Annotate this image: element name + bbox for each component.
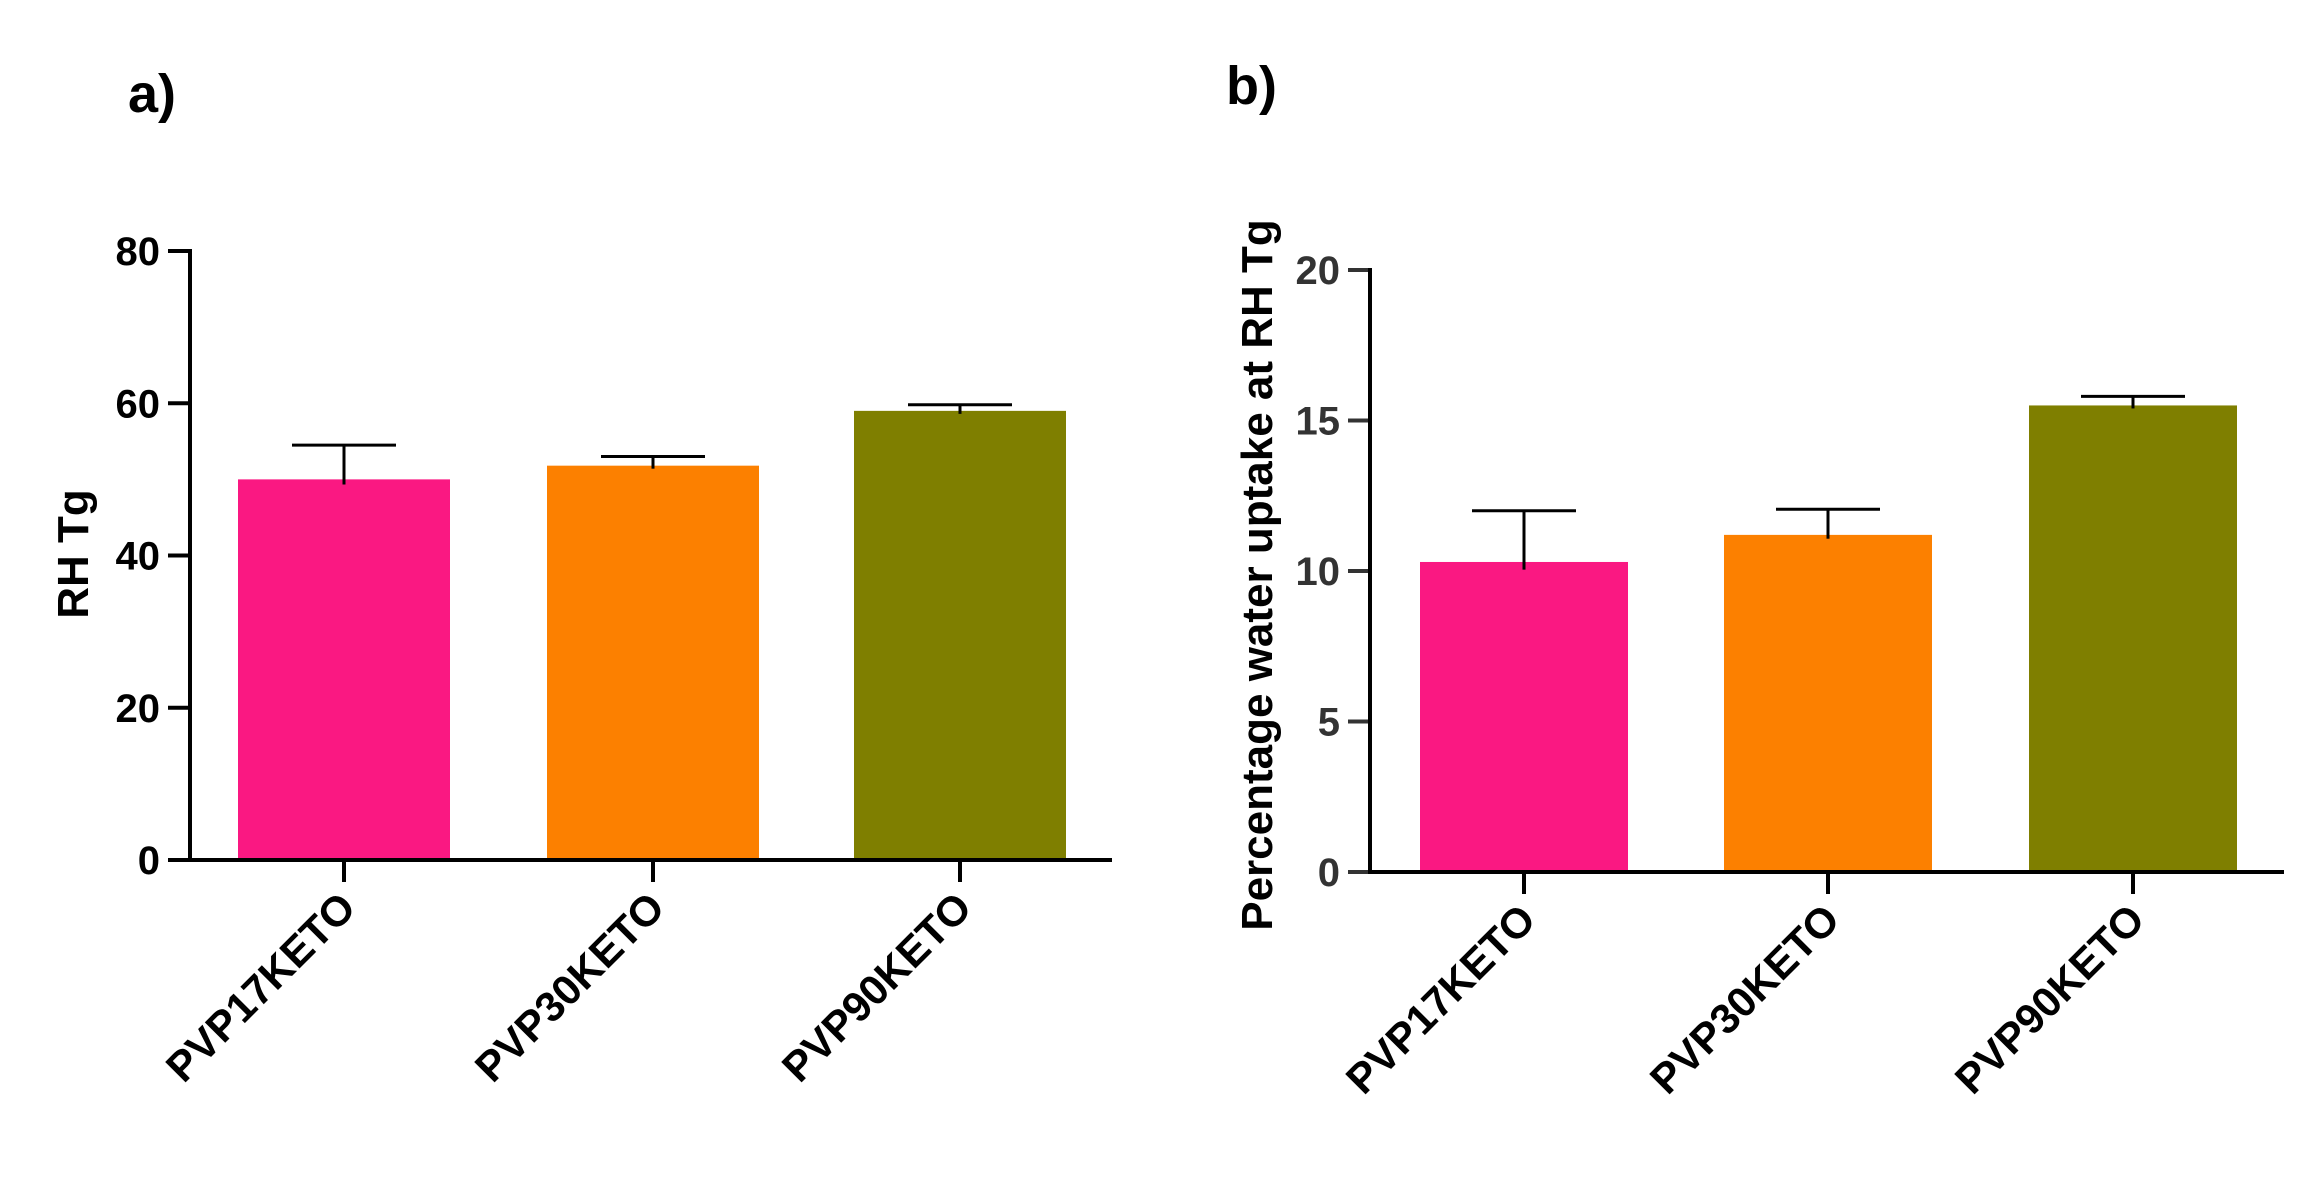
bar-pvp90keto	[2029, 405, 2237, 872]
y-ticks-a: 0 20 40 60 80	[116, 230, 190, 883]
y-tick-label: 80	[116, 230, 161, 274]
y-tick-label: 15	[1296, 400, 1341, 444]
x-tick-label: PVP90KETO	[1946, 895, 2154, 1103]
y-tick-label: 40	[116, 535, 161, 579]
y-tick-label: 20	[1296, 249, 1341, 293]
y-tick-label: 5	[1318, 701, 1340, 745]
bars-a	[238, 403, 1066, 860]
x-tick-label: PVP30KETO	[1641, 895, 1849, 1103]
y-axis-title-b: Percentage water uptake at RH Tg	[1233, 219, 1282, 931]
bar-pvp17keto	[1420, 561, 1628, 872]
bar-pvp30keto	[547, 465, 759, 860]
x-tick-label: PVP30KETO	[466, 883, 674, 1091]
y-tick-label: 60	[116, 382, 161, 426]
y-tick-label: 10	[1296, 550, 1341, 594]
axes-b	[1368, 268, 2284, 894]
y-axis-title-a: RH Tg	[49, 489, 98, 619]
x-tick-label: PVP90KETO	[773, 883, 981, 1091]
chart-panel-b: b) Percentage water uptake at RH Tg 0 5 10…	[1226, 56, 2284, 1103]
panel-label-b: b)	[1226, 56, 1277, 116]
bar-pvp90keto	[854, 410, 1066, 860]
y-ticks-b: 0 5 10 15 20	[1296, 249, 1370, 895]
x-tick-labels-a: PVP17KETO PVP30KETO PVP90KETO	[157, 883, 981, 1091]
x-tick-label: PVP17KETO	[1337, 895, 1545, 1103]
axes-a	[188, 249, 1112, 882]
bar-pvp17keto	[238, 479, 450, 860]
y-tick-label: 0	[1318, 851, 1340, 895]
bar-pvp30keto	[1724, 534, 1932, 872]
x-tick-labels-b: PVP17KETO PVP30KETO PVP90KETO	[1337, 895, 2154, 1103]
y-tick-label: 20	[116, 687, 161, 731]
bars-b	[1420, 394, 2237, 872]
panel-label-a: a)	[128, 64, 176, 124]
y-tick-label: 0	[138, 839, 160, 883]
x-tick-label: PVP17KETO	[157, 883, 365, 1091]
